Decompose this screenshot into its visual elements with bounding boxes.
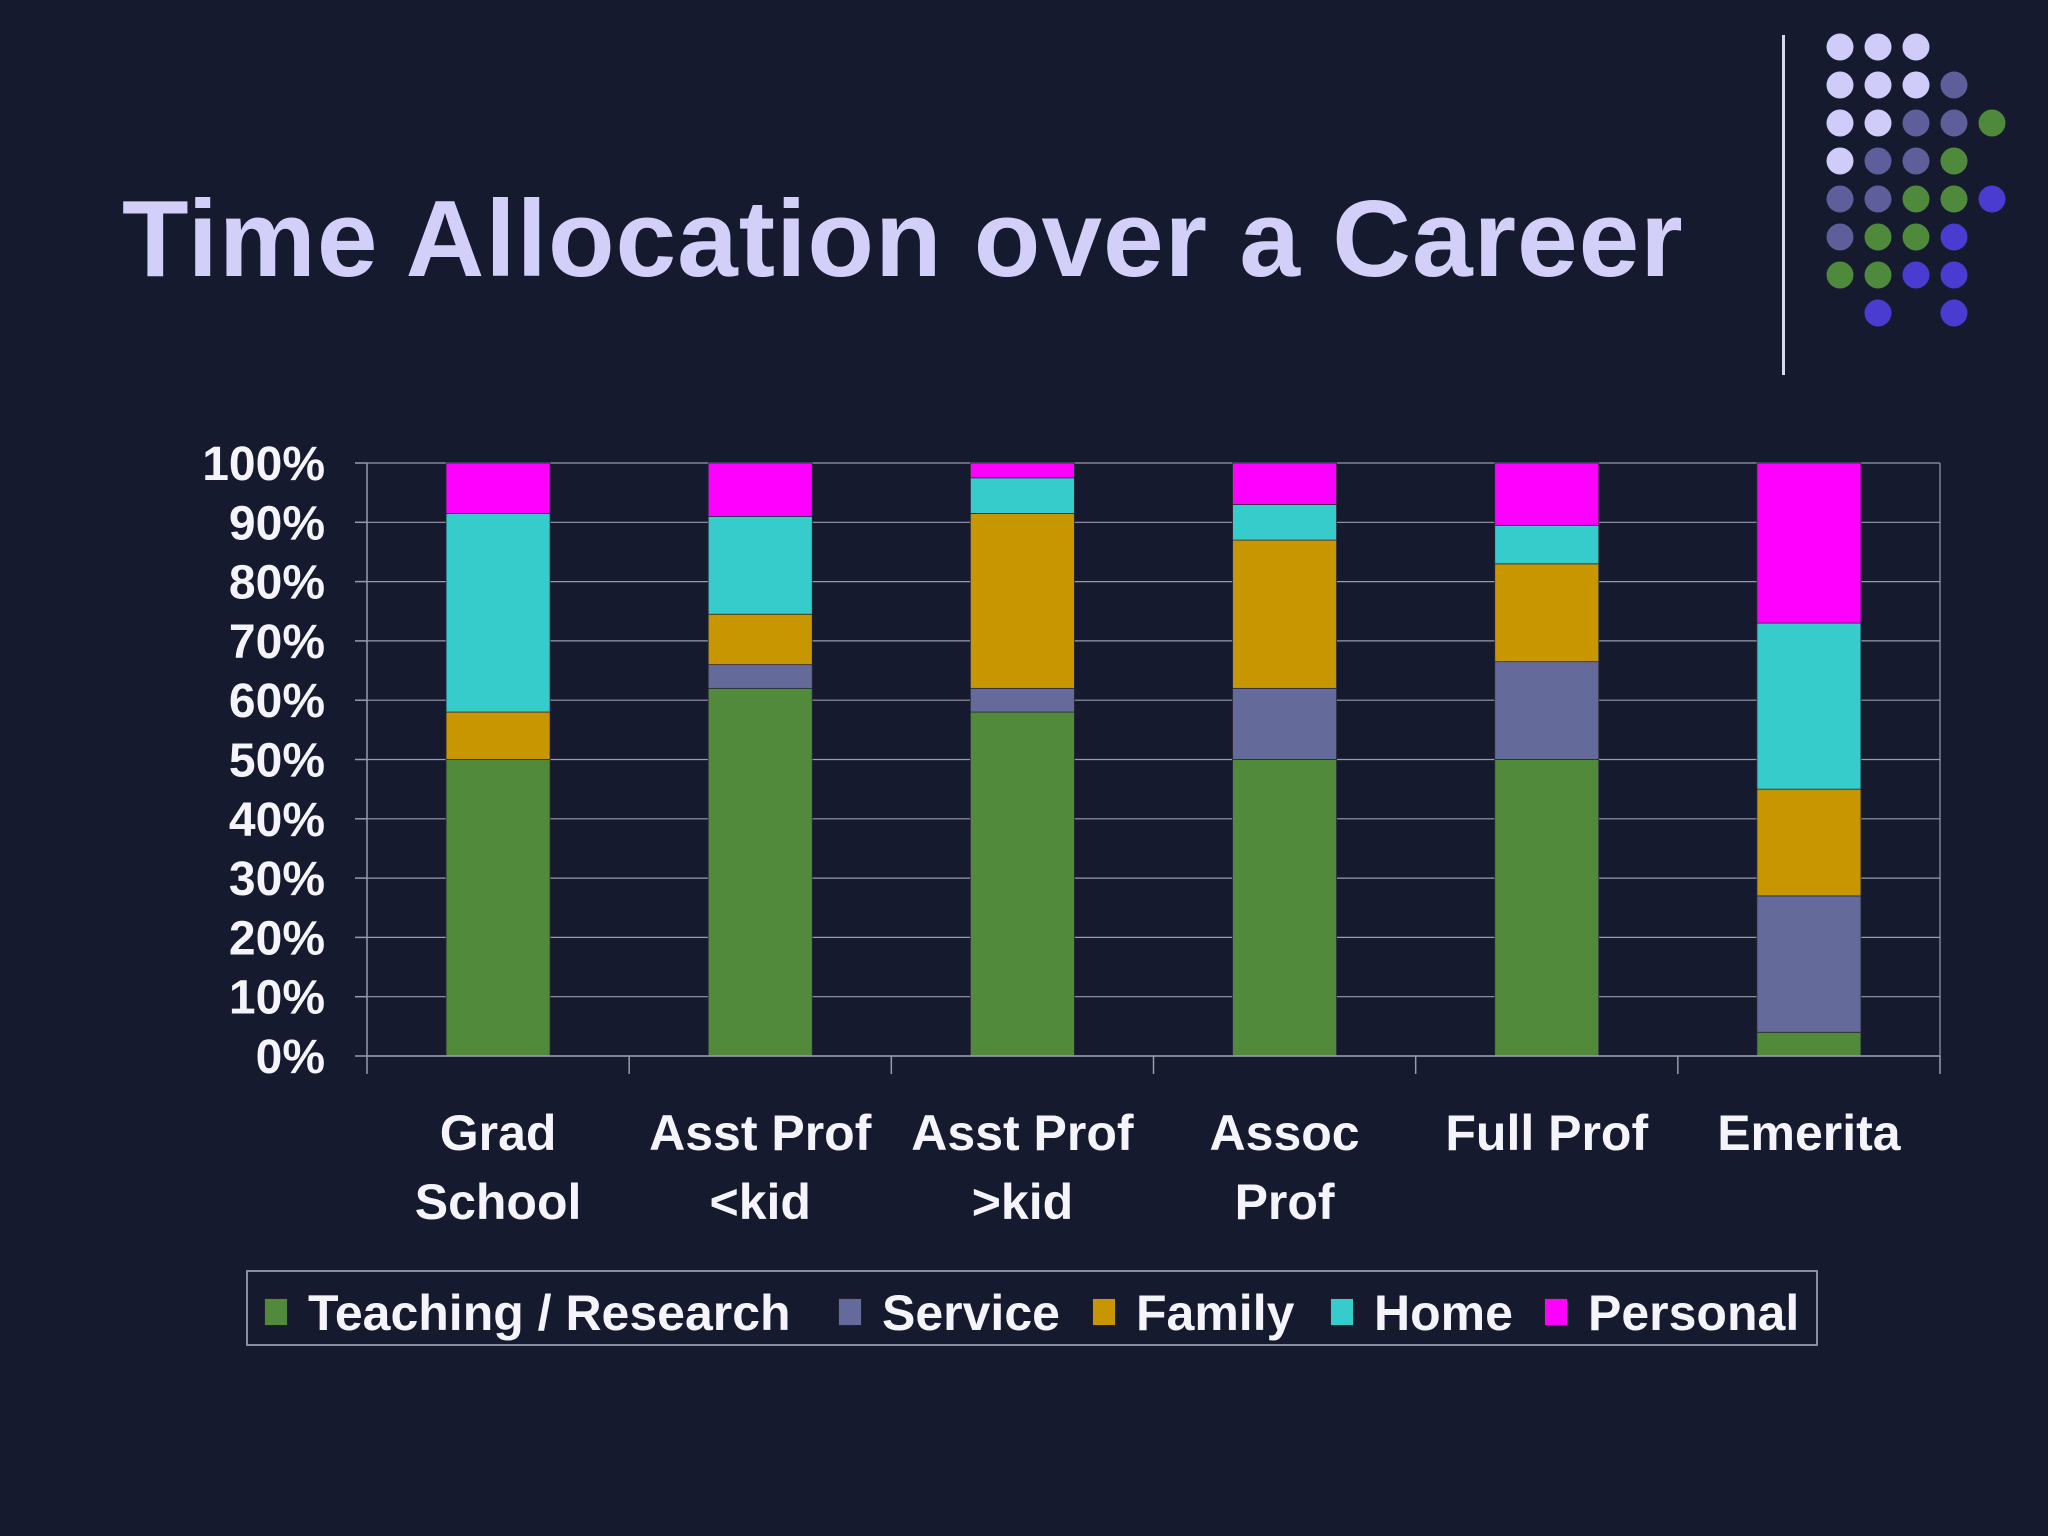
decor-dot	[1864, 299, 1892, 327]
bar-segment-personal	[707, 462, 813, 517]
bar-segment-family	[1756, 788, 1862, 897]
decorative-dot-grid	[1826, 33, 2006, 327]
decor-dot	[1902, 185, 1930, 213]
decor-dot	[1902, 71, 1930, 99]
y-tick-label: 80%	[229, 557, 325, 610]
bar-segment-personal	[1756, 462, 1862, 624]
decor-dot	[1826, 223, 1854, 251]
y-tick-label: 30%	[229, 853, 325, 906]
legend-swatch-personal	[1544, 1298, 1568, 1326]
decor-dot	[1826, 33, 1854, 61]
bar-segment-teaching-research	[970, 711, 1075, 1057]
bar-segment-family	[445, 711, 551, 760]
x-category-label: <kid	[710, 1174, 811, 1230]
decor-dot	[1940, 299, 1968, 327]
bar-segment-service	[1232, 687, 1337, 760]
legend-label-home: Home	[1374, 1285, 1513, 1341]
x-category-label: >kid	[972, 1174, 1073, 1230]
decor-dot	[1864, 223, 1892, 251]
decor-dot	[1940, 185, 1968, 213]
legend-label-family: Family	[1136, 1285, 1295, 1341]
slide-title: Time Allocation over a Career	[122, 178, 1684, 300]
bar-segment-home	[970, 477, 1075, 514]
bar-segment-family	[970, 513, 1075, 689]
legend-label-personal: Personal	[1588, 1285, 1800, 1341]
bar-segment-personal	[1494, 462, 1600, 526]
legend-swatch-teaching-research	[264, 1298, 288, 1326]
decor-dot	[1902, 147, 1930, 175]
x-category-label: Emerita	[1717, 1105, 1902, 1161]
x-category-label: Asst Prof	[911, 1105, 1134, 1161]
bar-segment-home	[1756, 622, 1862, 790]
bar-segment-service	[1756, 895, 1862, 1033]
legend-swatch-service	[838, 1298, 862, 1326]
bar-segment-home	[707, 515, 813, 615]
decor-dot	[1902, 109, 1930, 137]
bar-segment-teaching-research	[1756, 1031, 1862, 1057]
x-category-label: Prof	[1235, 1174, 1335, 1230]
decor-dot	[1978, 185, 2006, 213]
y-tick-label: 20%	[229, 912, 325, 965]
y-tick-label: 10%	[229, 972, 325, 1025]
decor-dot	[1902, 33, 1930, 61]
decor-dot	[1864, 185, 1892, 213]
decor-dot	[1826, 109, 1854, 137]
x-category-label: Assoc	[1210, 1105, 1360, 1161]
decor-dot	[1940, 109, 1968, 137]
bar-segment-service	[1494, 661, 1600, 760]
chart-legend: Teaching / Research Service Family Home …	[246, 1270, 1818, 1346]
decor-dot	[1826, 261, 1854, 289]
x-category-label: School	[415, 1174, 582, 1230]
decor-dot	[1864, 33, 1892, 61]
bar-segment-home	[445, 513, 551, 713]
y-tick-label: 90%	[229, 497, 325, 550]
y-tick-label: 60%	[229, 675, 325, 728]
decor-dot	[1940, 261, 1968, 289]
legend-label-teaching-research: Teaching / Research	[308, 1285, 791, 1341]
bar-segment-personal	[970, 462, 1075, 479]
decor-dot	[1864, 261, 1892, 289]
decor-dot	[1864, 109, 1892, 137]
title-divider	[1782, 35, 1785, 375]
stacked-bar-chart: 0% 10% 20% 30% 40% 50% 60% 70% 80% 90% 100% Grad Sc…	[202, 438, 1941, 1230]
legend-swatch-family	[1092, 1298, 1116, 1326]
bar-segment-service	[970, 687, 1075, 713]
decor-dot	[1864, 147, 1892, 175]
bar-segment-family	[1494, 563, 1600, 663]
legend-swatch-home	[1330, 1298, 1354, 1326]
decor-dot	[1940, 71, 1968, 99]
decor-dot	[1902, 223, 1930, 251]
legend-label-service: Service	[882, 1285, 1060, 1341]
y-tick-label: 100%	[202, 438, 325, 491]
bar-segment-personal	[1232, 462, 1337, 505]
decor-dot	[1826, 147, 1854, 175]
decor-dot	[1940, 147, 1968, 175]
decor-dot	[1826, 185, 1854, 213]
bar-segment-teaching-research	[1232, 759, 1337, 1057]
bar-segment-family	[707, 613, 813, 666]
decor-dot	[1940, 223, 1968, 251]
bar-segment-home	[1494, 524, 1600, 565]
decor-dot	[1978, 109, 2006, 137]
decor-dot	[1826, 71, 1854, 99]
bar-segment-teaching-research	[445, 759, 551, 1057]
decor-dot	[1864, 71, 1892, 99]
y-tick-label: 50%	[229, 735, 325, 788]
bar-segment-personal	[445, 462, 551, 514]
bar-segment-family	[1232, 539, 1337, 689]
decor-dot	[1902, 261, 1930, 289]
bar-segment-teaching-research	[707, 687, 813, 1057]
y-tick-label: 70%	[229, 616, 325, 669]
bar-segment-service	[707, 664, 813, 689]
x-category-label: Asst Prof	[649, 1105, 872, 1161]
bar-segment-teaching-research	[1494, 759, 1600, 1057]
y-tick-label: 0%	[256, 1031, 325, 1084]
bar-segment-home	[1232, 504, 1337, 541]
y-tick-label: 40%	[229, 794, 325, 847]
x-category-label: Grad	[440, 1105, 557, 1161]
x-category-label: Full Prof	[1445, 1105, 1648, 1161]
